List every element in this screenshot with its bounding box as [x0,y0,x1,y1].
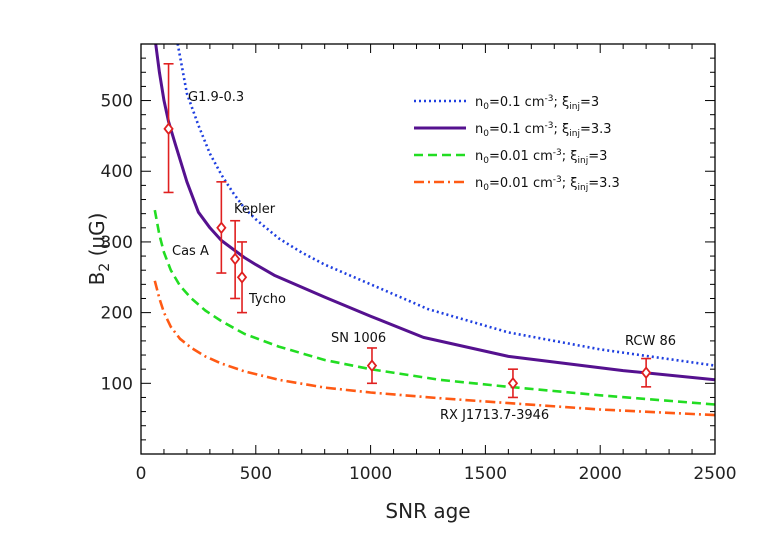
legend-label-3: n0=0.01 cm-3; ξinj=3 [475,148,607,166]
legend: n0=0.1 cm-3; ξinj=3 n0=0.1 cm-3; ξinj=3.3… [414,94,620,193]
x-tick-label: 1500 [464,464,507,484]
ticks-layer [140,44,716,454]
data-point [507,376,519,390]
annotation-label: SN 1006 [331,331,386,346]
observations-layer [163,62,652,399]
series-line-3 [153,209,715,406]
data-point [640,366,652,380]
annotation-label: Tycho [248,292,286,307]
data-point [229,252,241,266]
annotation-label: Cas A [172,244,209,259]
annotation-label: G1.9-0.3 [188,90,244,105]
plot-frame [140,43,716,455]
series-line-4 [153,280,715,417]
tick-labels-layer: 0 500 1000 1500 2000 2500 100 200 300 400 500 [101,92,737,484]
data-point [236,270,248,284]
data-point [163,122,174,136]
y-tick-label: 400 [101,162,133,182]
x-tick-label: 0 [136,464,147,484]
legend-label-2: n0=0.1 cm-3; ξinj=3.3 [475,121,612,139]
annotation-label: RX J1713.7-3946 [440,408,549,423]
x-tick-label: 500 [240,464,272,484]
legend-label-4: n0=0.01 cm-3; ξinj=3.3 [475,175,620,193]
x-axis-label: SNR age [385,499,470,523]
annotation-label: Kepler [234,202,276,217]
data-point [366,359,378,373]
data-point [216,221,227,235]
y-tick-label: 200 [101,304,133,324]
legend-label-1: n0=0.1 cm-3; ξinj=3 [475,94,599,112]
annotation-label: RCW 86 [625,334,676,349]
x-tick-label: 2000 [579,464,622,484]
x-tick-label: 2500 [693,464,736,484]
annotations-layer: G1.9-0.3 Kepler Cas A Tycho SN 1006 RX J1713.… [172,90,676,423]
series-line-1 [176,44,715,367]
x-tick-label: 1000 [349,464,392,484]
y-axis-label: B2 (μG) [85,213,113,286]
y-tick-label: 100 [101,374,133,394]
y-tick-label: 300 [101,233,133,253]
y-tick-label: 500 [101,92,133,112]
